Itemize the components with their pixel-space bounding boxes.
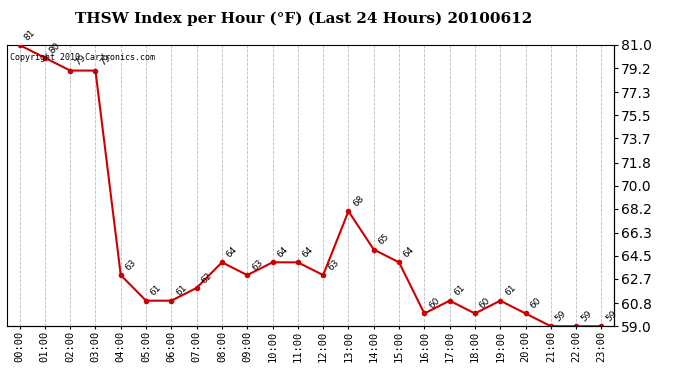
- Text: 62: 62: [199, 271, 214, 285]
- Text: 64: 64: [301, 245, 315, 260]
- Text: 61: 61: [453, 284, 467, 298]
- Text: 63: 63: [250, 258, 264, 272]
- Text: 68: 68: [351, 194, 366, 208]
- Text: THSW Index per Hour (°F) (Last 24 Hours) 20100612: THSW Index per Hour (°F) (Last 24 Hours)…: [75, 11, 532, 26]
- Text: 63: 63: [124, 258, 138, 272]
- Text: 64: 64: [402, 245, 416, 260]
- Text: 79: 79: [73, 53, 88, 68]
- Text: 79: 79: [98, 53, 112, 68]
- Text: 61: 61: [174, 284, 188, 298]
- Text: 60: 60: [477, 296, 492, 311]
- Text: 61: 61: [503, 284, 518, 298]
- Text: 64: 64: [275, 245, 290, 260]
- Text: 63: 63: [326, 258, 340, 272]
- Text: 60: 60: [427, 296, 442, 311]
- Text: 80: 80: [48, 40, 62, 55]
- Text: 81: 81: [22, 28, 37, 42]
- Text: 61: 61: [149, 284, 164, 298]
- Text: Copyright 2010 Cartronics.com: Copyright 2010 Cartronics.com: [10, 54, 155, 62]
- Text: 59: 59: [579, 309, 593, 324]
- Text: 64: 64: [225, 245, 239, 260]
- Text: 60: 60: [529, 296, 543, 311]
- Text: 59: 59: [553, 309, 568, 324]
- Text: 65: 65: [377, 232, 391, 247]
- Text: 59: 59: [604, 309, 619, 324]
